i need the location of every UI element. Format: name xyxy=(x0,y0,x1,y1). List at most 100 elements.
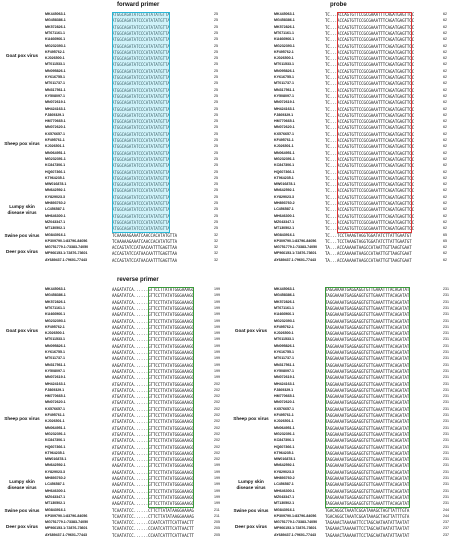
position: 62 xyxy=(443,125,447,130)
sequence: TC...ACCAGTGTTCCGCGAAATTTCAGATGAGTTCC xyxy=(325,125,415,131)
accession: MN317561.1 xyxy=(274,362,295,367)
group-label: Deer pox virus xyxy=(6,523,38,529)
sequence: ATGGCAGATATCCCATATATGTTA xyxy=(112,194,170,200)
accession: MN642592.1 xyxy=(274,188,295,193)
sequence: TC...ACCAGTGTTCCGCGAAATTTCAGATGAGTTCC xyxy=(325,226,415,232)
group-label: Goat pox virus xyxy=(5,328,39,334)
position: 25 xyxy=(214,106,218,111)
sequence: TC...ACCAGTGTTCCGCGAAATTTCAGATGAGTTCC xyxy=(325,43,415,49)
accession: KY616755.1 xyxy=(45,350,65,354)
accession: MT011737.1 xyxy=(45,81,65,86)
position: 231 xyxy=(443,305,449,310)
accession: KY829023.3 xyxy=(274,194,294,199)
position: 62 xyxy=(443,169,447,174)
sequence: ATGGCAGATATCCCATATATGTTA xyxy=(112,175,170,181)
position: 65 xyxy=(443,238,447,243)
sequence: AAGATATCA......GTTCCTTATATGGGAAAGG xyxy=(112,318,194,324)
position: 32 xyxy=(214,238,218,243)
sequence: ATGGCAGATATCCCATATATGTTA xyxy=(112,18,170,24)
accession: AY689437.1:79601-77443 xyxy=(45,257,88,262)
position: 202 xyxy=(214,425,220,430)
sequence: TA...ACCAAAAATAAGCCATAATTGTTAAGTGAAT xyxy=(325,257,412,263)
accession: KF495762.1 xyxy=(274,49,294,54)
sequence: ATGATATCA......GTTCCTTATATGGGAAAGG xyxy=(112,438,194,444)
sequence: ATGATATCA......GTTCCTTATATGGGAAAGG xyxy=(112,387,194,393)
accession: KF495762.1 xyxy=(274,324,294,329)
accession: MH646300.1 xyxy=(274,488,295,493)
sequence: TC...ACCAGTGTTCCGCGAAATTTCAGATGAGTTCC xyxy=(325,12,415,17)
accession: MN317561.1 xyxy=(45,87,66,92)
sequence: TCAATATCC......CCAATCATTTCATTAACTT xyxy=(112,526,194,532)
accession: MG232391.1 xyxy=(274,431,295,436)
accession: MK572826.1 xyxy=(45,299,66,304)
accession: KJ026501.1 xyxy=(274,144,294,149)
sequence: ATGGCAGATATCCCATATATGTTA xyxy=(112,226,170,232)
accession: FJ869329.1 xyxy=(274,112,294,117)
sequence: TC...ACCAGTGTTCCGCGAAATTTCAGATGAGTTCC xyxy=(325,56,415,62)
sequence: AAGATATCA......GTTCCTTATATGGGAAAGG xyxy=(112,368,194,374)
position: 244 xyxy=(443,507,449,512)
accession: MG458386.1 xyxy=(45,18,66,23)
position: 25 xyxy=(214,207,218,212)
accession: MT671161.1 xyxy=(274,305,294,310)
position: 199 xyxy=(214,356,220,361)
sequence: ATGGCAGATATCCCATATATGTTA xyxy=(112,93,170,99)
sequence: TAGGAAAATGAGGAGGTGTTGAAATTTACAGATAT xyxy=(325,400,410,406)
position: 62 xyxy=(443,201,447,205)
sequence: TC...ACCAGTGTTCCGCGAAATTTCAGATGAGTTCC xyxy=(325,138,415,143)
position: 231 xyxy=(443,343,449,348)
sequence: TAGAAACTAAAAATTCCTAGCAATAATATTAATAT xyxy=(325,526,410,532)
position: 199 xyxy=(214,501,220,506)
sequence: ATGATATCA......GTTCCTTATATGGGAAAGG xyxy=(112,419,194,425)
position: 199 xyxy=(214,337,220,342)
accession: MT011533.1 xyxy=(274,62,294,67)
accession: KF495762.1 xyxy=(45,49,65,54)
accession: MN064951.1 xyxy=(45,150,66,155)
sequence: ACCAGTATCCATAACAATTTGAGTTAA xyxy=(112,257,178,263)
accession: MH893760.2 xyxy=(45,476,66,480)
position: 25 xyxy=(214,37,218,42)
sequence: TCAATATCC......CTTCTTATATAAGGAAAAG xyxy=(112,513,194,519)
sequence: ATGGCAGATATCCCATATATGTTA xyxy=(112,150,170,156)
position: 32 xyxy=(214,245,218,250)
position: 25 xyxy=(214,182,218,187)
position: 199 xyxy=(214,331,220,336)
sequence: ATGGCAGATATCCCATATATGTTA xyxy=(112,125,170,131)
accession: MN072619.1 xyxy=(274,375,295,380)
group-label: Swine pox virus xyxy=(4,507,40,513)
accession: MN642592.1 xyxy=(274,463,295,468)
position: 202 xyxy=(214,431,220,436)
accession: MG751779.1:73383-74050 xyxy=(45,245,89,250)
position: 199 xyxy=(214,482,220,487)
position: 25 xyxy=(214,169,218,174)
position: 65 xyxy=(443,232,447,237)
sequence: ATGGCAGATATCCCATATATGTTA xyxy=(112,37,170,43)
sequence: TC...ACCAGTGTTCCGCGAAATTTCAGATGAGTTCC xyxy=(325,62,415,68)
sequence: TC...ACCAGTGTTCCGCGAAATTTCAGATGAGTTCC xyxy=(325,150,415,156)
sequence: AAGATATCA......GTTCCTTATATGGGAAAGG xyxy=(112,488,194,494)
position: 231 xyxy=(443,299,449,304)
accession: KJ026500.1 xyxy=(45,331,65,336)
accession: MG751779.1:73383-74050 xyxy=(274,245,318,250)
position: 25 xyxy=(214,125,218,130)
accession: KJ026500.1 xyxy=(45,56,65,61)
sequence: TAGGAAAATGAGGAGGTGTTGAAATTTACAGATAT xyxy=(325,419,410,425)
sequence: TAGGAAAATGAGGAGGTGTTGAAATTTACAGATAT xyxy=(325,356,410,362)
sequence: TC...ACCAGTGTTCCGCGAAATTTCAGATGAGTTCC xyxy=(325,182,415,188)
accession: MH424163.1 xyxy=(45,106,66,111)
accession: LC456587.1 xyxy=(45,207,65,212)
position: 202 xyxy=(214,381,220,386)
accession: KY616755.1 xyxy=(274,350,294,354)
sequence: TC...TCCTAAAGTAGGTGGATATCTTATTGAATGT xyxy=(325,238,412,244)
accession: FJ869329.1 xyxy=(45,112,65,117)
position: 199 xyxy=(214,476,220,480)
sequence: ATGATATCA......GTTCCTTATATGGGAAAGG xyxy=(112,381,194,387)
sequence: TC...ACCAGTGTTCCGCGAAATTTCAGATGAGTTCC xyxy=(325,156,415,162)
accession: KY508097.1 xyxy=(45,368,65,373)
accession: MF966153.1:72876-73601 xyxy=(274,526,317,531)
highlight-box xyxy=(336,11,413,233)
sequence: TC...ACCAGTGTTCCGCGAAATTTCAGATGAGTTCC xyxy=(325,68,415,74)
accession: MT011533.1 xyxy=(45,62,65,67)
accession: MF966153.1:72876-73601 xyxy=(45,526,88,531)
position: 25 xyxy=(214,226,218,231)
